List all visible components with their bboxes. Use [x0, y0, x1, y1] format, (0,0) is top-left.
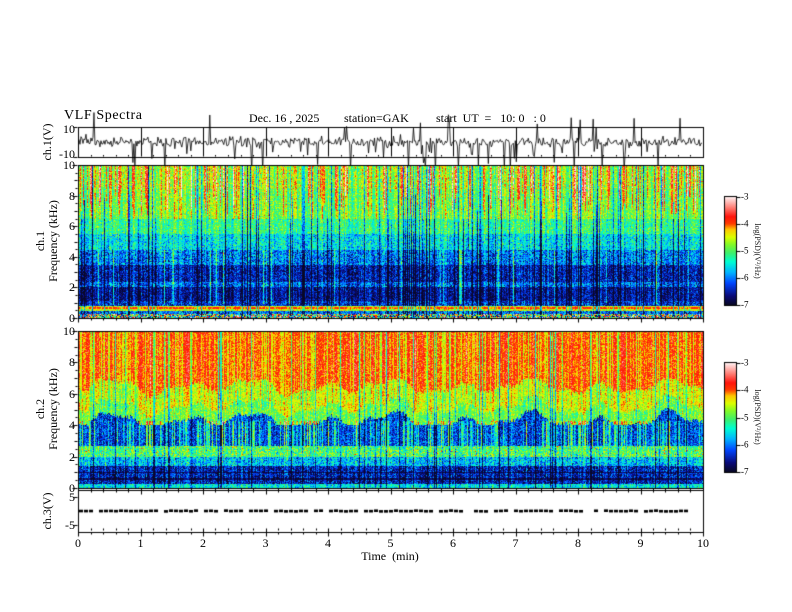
ch2-spec-tick-label: 8 [69, 355, 75, 370]
ch1-voltage-axis-title: ch.1(V) [40, 123, 54, 161]
colorbar1-tick-label: -7 [741, 299, 749, 310]
date-label: Dec. 16 , 2025 [249, 111, 320, 125]
ch2-spec-tick-label: 4 [69, 418, 75, 433]
ch1-spec-tick-label: 6 [69, 219, 75, 234]
ch2-spec-tick-label: 0 [69, 481, 75, 495]
ch1-spec-tick-label: 10 [63, 158, 75, 172]
ch1-frequency-axis-title: Frequency (kHz) [46, 200, 60, 282]
station-label: station=GAK [344, 111, 409, 125]
ch1-spec-tick-label: 8 [69, 188, 75, 203]
colorbar2-tick-label: -3 [741, 357, 749, 368]
ch3-wave-tick-label: -5 [65, 518, 75, 532]
colorbar1-psd-axis-title: log(PSD)(V²/Hz) [753, 223, 762, 279]
time-tick-label: 4 [325, 536, 331, 550]
colorbar2-tick-label: -7 [741, 466, 749, 477]
colorbar2-tick-label: -4 [741, 384, 749, 395]
ch2-channel-axis-title: ch.2 [33, 398, 47, 420]
ch1-spec-tick-label: 2 [69, 280, 75, 295]
ch1-channel-axis-title: ch.1 [33, 230, 47, 252]
time-tick-label: 10 [697, 536, 709, 550]
colorbar1-tick-label: -3 [741, 191, 749, 202]
start-ut-label: start UT = 10: 0 : 0 [436, 111, 546, 125]
ch2-spec-tick-label: 10 [63, 324, 75, 338]
ch1-wave-tick-label: 10 [63, 122, 75, 136]
colorbar2-psd-axis-title: log(PSD)(V²/Hz) [753, 389, 762, 445]
ch3-wave-tick-label: 5 [69, 490, 75, 504]
colorbar1-tick-label: -5 [741, 245, 749, 256]
colorbar1-tick-label: -4 [741, 218, 749, 229]
ch1-wave-tick-label: -10 [59, 147, 75, 161]
figure-title: VLF Spectra [64, 108, 143, 123]
time-tick-label: 5 [387, 536, 394, 550]
colorbar2-tick-label: -6 [741, 439, 749, 450]
ch2-spec-tick-label: 6 [69, 386, 75, 401]
time-tick-label: 1 [137, 536, 144, 550]
time-tick-label: 2 [200, 536, 206, 550]
colorbar1-tick-label: -6 [741, 272, 749, 283]
colorbar2-tick-label: -5 [741, 412, 749, 422]
time-axis-title: Time (min) [361, 549, 419, 563]
time-tick-label: 9 [637, 536, 644, 550]
time-tick-label: 0 [75, 536, 81, 550]
ch1-spec-tick-label: 4 [69, 249, 75, 264]
ch3-voltage-axis-title: ch.3(V) [40, 492, 54, 530]
ch2-frequency-axis-title: Frequency (kHz) [46, 368, 60, 450]
time-tick-label: 6 [450, 536, 456, 550]
time-tick-label: 8 [575, 536, 581, 550]
time-tick-label: 3 [262, 536, 269, 550]
ch1-spec-tick-label: 0 [69, 311, 75, 325]
time-tick-label: 7 [512, 536, 519, 550]
ch2-spec-tick-label: 2 [69, 449, 75, 464]
